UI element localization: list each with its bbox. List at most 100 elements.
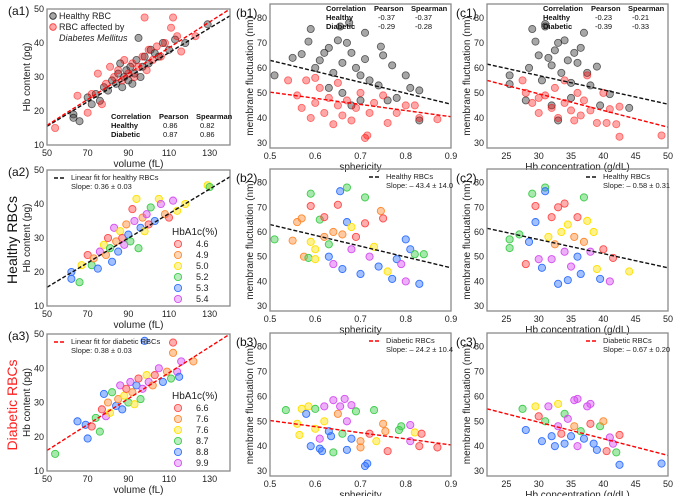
- y-tick-label: 10: [34, 466, 44, 476]
- x-tick-label: 35: [566, 479, 576, 489]
- points-layer: [270, 18, 451, 142]
- data-point-diabetic: [602, 118, 611, 127]
- data-point-diabetic: [128, 59, 137, 68]
- x-tick-label: 25: [501, 479, 511, 489]
- x-tick-label: 130: [202, 148, 217, 158]
- data-point: [573, 213, 582, 222]
- data-point: [599, 245, 608, 254]
- data-point-healthy: [406, 83, 415, 92]
- data-point: [531, 218, 540, 227]
- data-point: [397, 422, 406, 431]
- data-point-diabetic: [138, 52, 147, 61]
- data-point: [547, 255, 556, 264]
- points-layer: [270, 183, 451, 288]
- y-tick-label: 50: [474, 416, 484, 426]
- data-point: [118, 405, 127, 414]
- y-tick-label: 50: [257, 252, 267, 262]
- points-layer: [47, 334, 230, 458]
- data-point-diabetic: [365, 108, 374, 117]
- fit-legend-text: Slope: – 0.67 ± 0.20: [603, 345, 670, 354]
- panel-b2: (b2) 0.5 0.6 0.7 0.8 0.9 30 40 50 60 70 80 sphericit…: [236, 168, 457, 336]
- data-point-diabetic: [547, 103, 556, 112]
- group-legend-label: 5.2: [196, 272, 209, 282]
- data-point-diabetic: [73, 91, 82, 100]
- x-tick-label: 70: [83, 148, 93, 158]
- fit-legend-text: Linear fit for healthy RBCs: [71, 173, 159, 182]
- data-point: [347, 434, 356, 443]
- data-point: [570, 422, 579, 431]
- data-point: [108, 388, 117, 397]
- points-layer: [47, 9, 230, 133]
- data-point: [177, 357, 186, 366]
- plot-frame: [486, 332, 669, 477]
- data-point-diabetic: [521, 88, 530, 97]
- data-point: [541, 187, 550, 196]
- group-legend-marker: [173, 425, 183, 435]
- data-point: [103, 398, 113, 407]
- data-point-diabetic: [361, 133, 370, 142]
- panel-c2: (c2) 25 30 35 40 45 50 30 40 50 60 70 80 Hb concentra…: [456, 168, 673, 336]
- data-point-diabetic: [169, 13, 178, 22]
- y-tick-label: 30: [474, 138, 484, 148]
- data-point: [288, 236, 297, 245]
- data-point: [586, 399, 595, 408]
- panels: (a1) 50 70 90 110 130 10 20 30 40 50 volume (fL) Hb …: [8, 3, 673, 496]
- data-point: [166, 374, 176, 383]
- data-point-healthy: [376, 42, 385, 51]
- x-tick-label: 35: [566, 151, 576, 161]
- data-point: [537, 263, 546, 272]
- x-tick-label: 50: [663, 479, 673, 489]
- x-tick-label: 50: [42, 474, 52, 484]
- x-tick-label: 90: [123, 309, 133, 319]
- data-point: [657, 459, 666, 468]
- data-point: [360, 219, 370, 228]
- corr-table-cell: Healthy: [326, 13, 354, 22]
- data-point: [563, 414, 572, 423]
- data-point-diabetic: [106, 62, 115, 71]
- data-point: [83, 250, 92, 260]
- corr-table-header: Spearman: [411, 4, 448, 13]
- data-point: [116, 227, 125, 236]
- data-point-healthy: [320, 48, 329, 57]
- data-point: [311, 404, 320, 413]
- data-point: [531, 201, 540, 211]
- x-tick-label: 0.9: [445, 479, 458, 489]
- data-point: [544, 232, 553, 241]
- x-tick-label: 0.6: [309, 151, 322, 161]
- y-tick-label: 80: [257, 342, 267, 352]
- data-point: [397, 260, 406, 269]
- group-legend-label: 4.9: [196, 250, 209, 260]
- data-point: [132, 194, 141, 203]
- data-point-diabetic: [573, 88, 582, 97]
- data-point: [306, 189, 315, 198]
- x-tick-label: 50: [42, 148, 52, 158]
- group-legend-marker: [173, 261, 183, 271]
- data-point: [566, 432, 576, 441]
- data-point-diabetic: [534, 93, 543, 102]
- y-axis-label: Hb content (pg): [22, 368, 33, 437]
- group-legend-title: HbA1c(%): [172, 227, 218, 238]
- data-point-healthy: [158, 39, 167, 48]
- data-point-diabetic: [284, 76, 293, 85]
- data-point: [518, 404, 527, 413]
- data-point-healthy: [338, 58, 347, 67]
- y-tick-label: 70: [474, 202, 484, 212]
- data-point-healthy: [306, 25, 315, 34]
- group-legend-marker: [173, 403, 183, 413]
- data-point-diabetic: [101, 79, 110, 88]
- group-legend-marker: [173, 294, 183, 304]
- data-point-diabetic: [333, 101, 342, 110]
- data-point: [116, 381, 125, 390]
- corr-table-cell: Healthy: [543, 13, 571, 22]
- group-legend-marker: [173, 239, 183, 249]
- y-axis-label: membrane fluctuation (nm): [245, 180, 256, 300]
- data-point-healthy: [324, 83, 333, 92]
- x-tick-label: 25: [501, 314, 511, 324]
- data-point: [347, 245, 356, 254]
- group-legend-marker: [173, 436, 183, 446]
- data-point: [554, 399, 563, 408]
- data-point-diabetic: [347, 116, 356, 125]
- data-point: [560, 247, 569, 256]
- x-tick-label: 45: [631, 151, 641, 161]
- data-point: [625, 267, 634, 276]
